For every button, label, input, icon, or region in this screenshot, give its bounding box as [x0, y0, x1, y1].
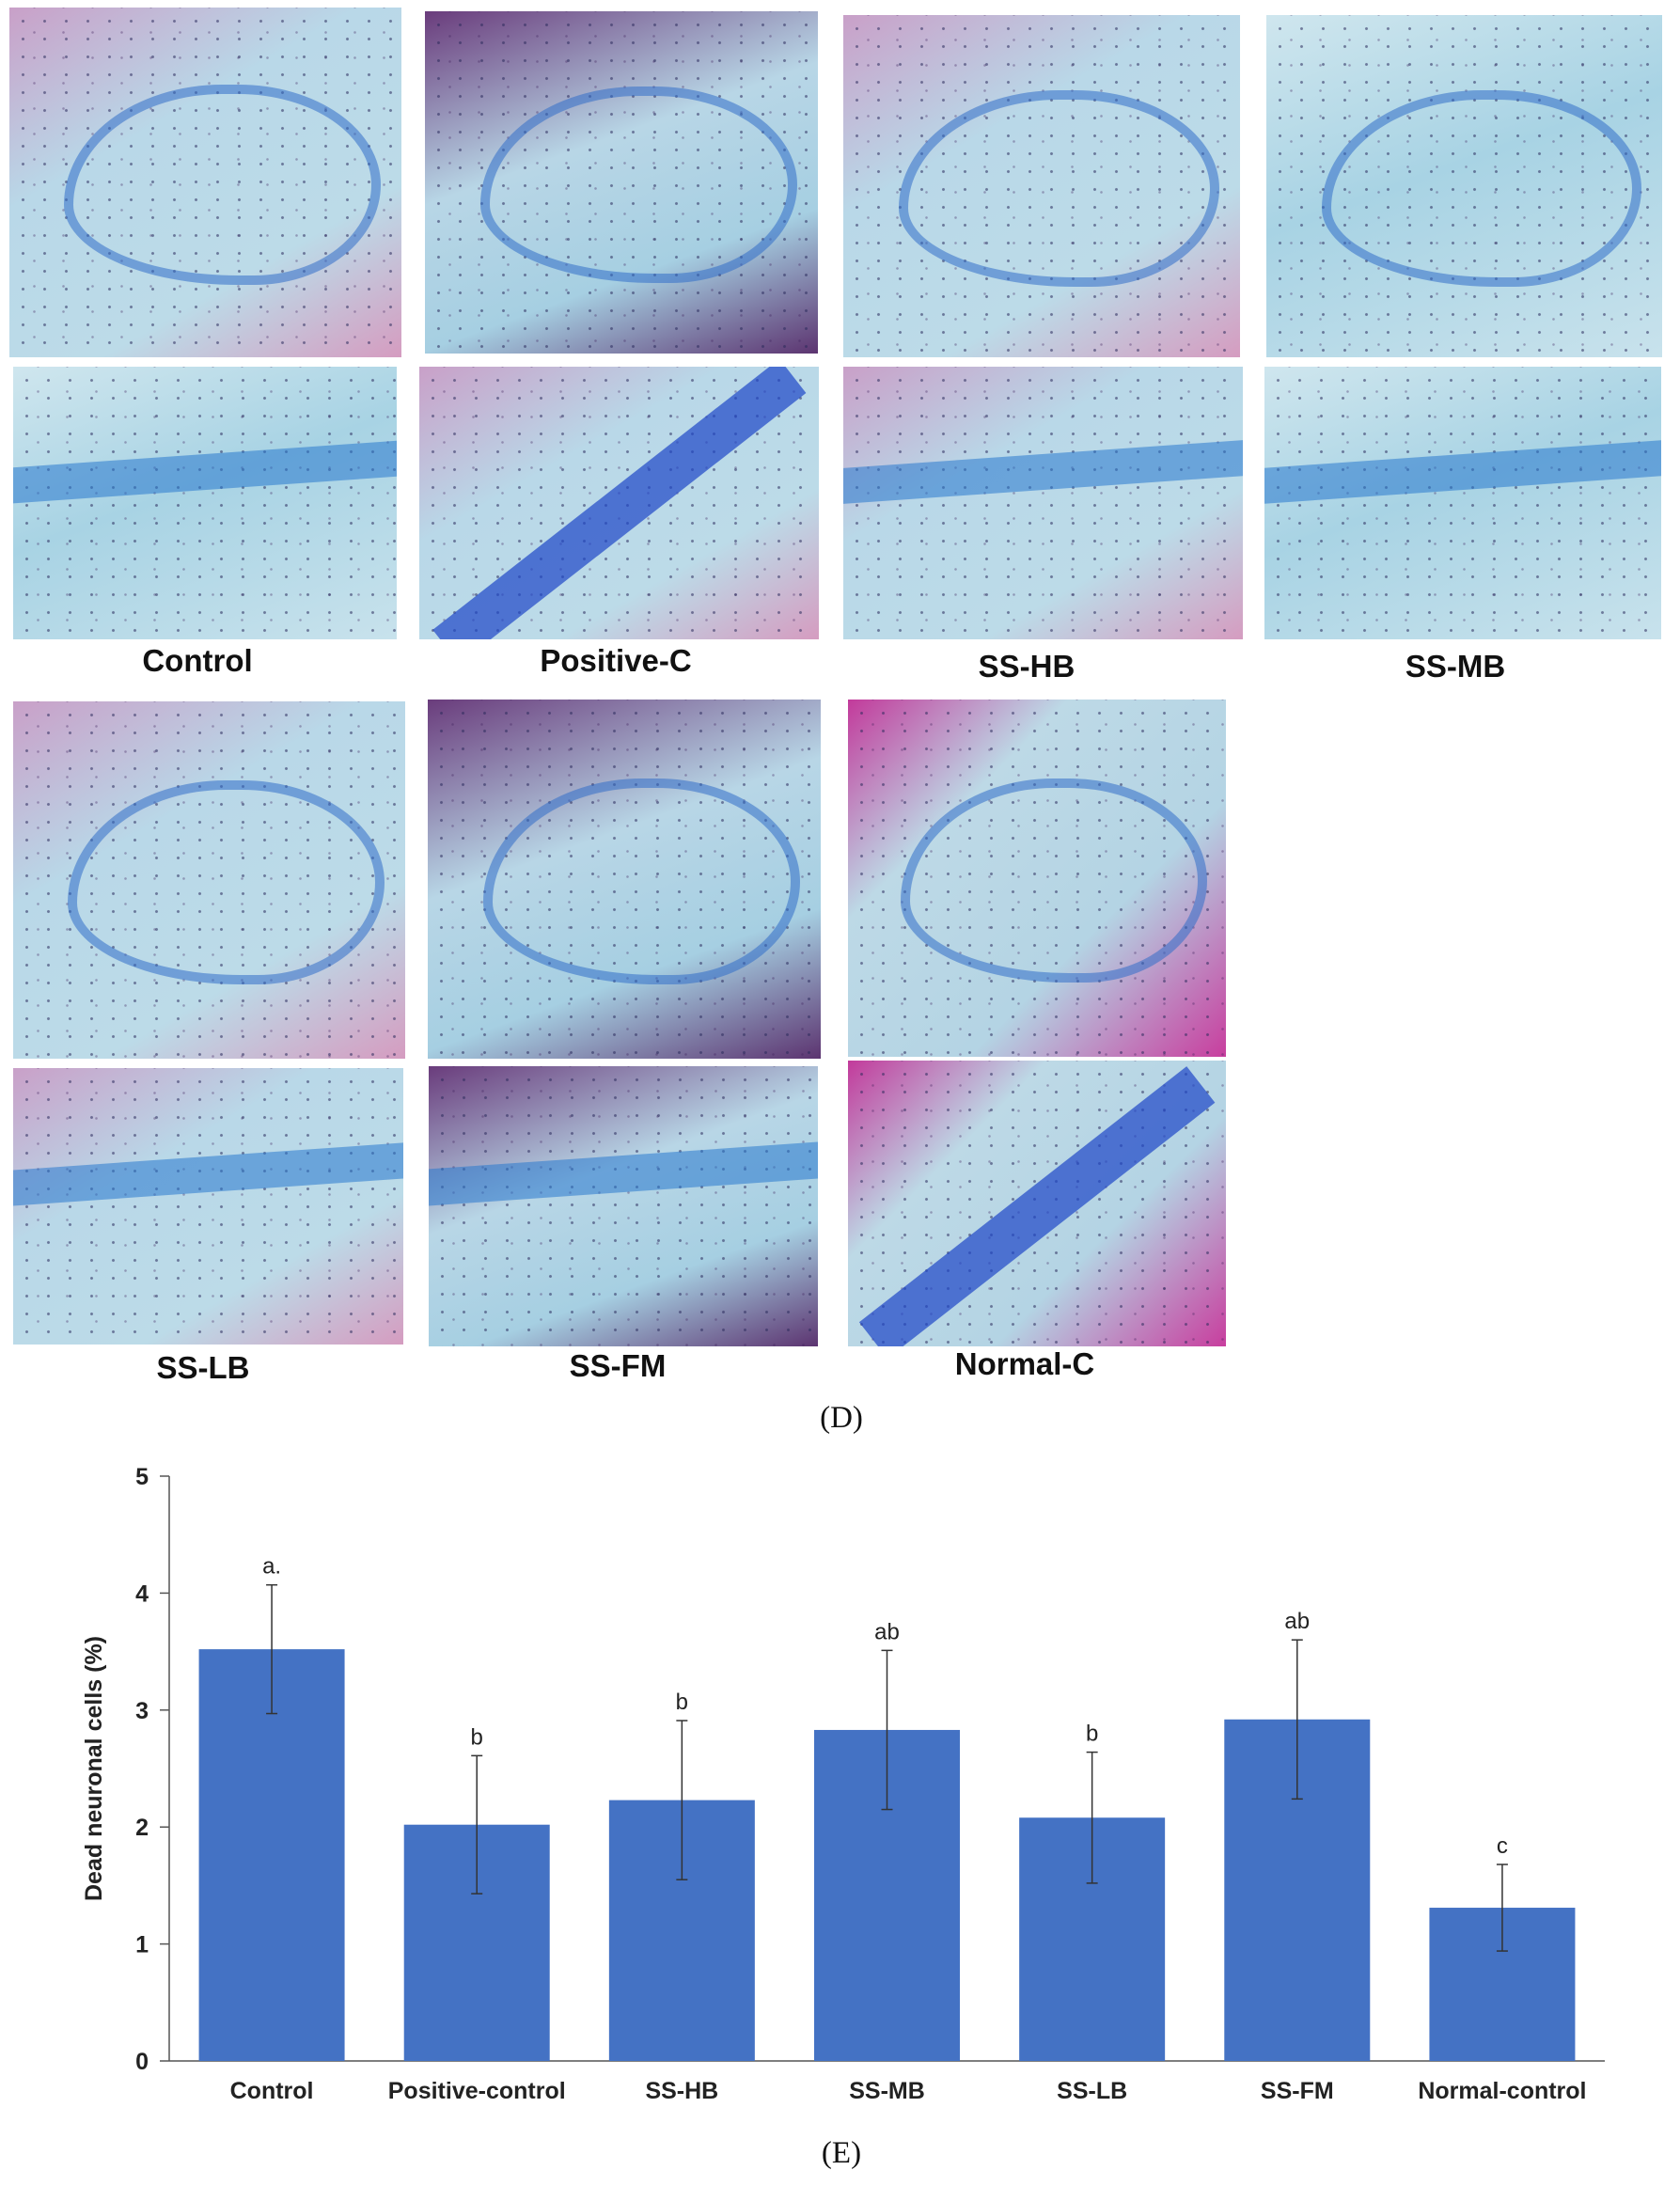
micrograph-ss-mb-overview	[1266, 15, 1662, 357]
micrograph-ss-hb-detail	[843, 367, 1243, 639]
micrograph-ss-lb-detail	[13, 1068, 403, 1345]
micrograph-normal-c-overview	[848, 700, 1226, 1057]
x-tick-label: Normal-control	[1418, 2078, 1586, 2104]
micrograph-ss-lb-overview	[13, 701, 405, 1059]
micrograph-ss-hb-overview	[843, 15, 1240, 357]
micrograph-positive-c-detail	[419, 367, 819, 639]
y-tick-label: 2	[135, 1815, 149, 1841]
x-tick-label: SS-MB	[849, 2078, 925, 2104]
significance-letter: a.	[262, 1554, 281, 1580]
label-positive-c: Positive-C	[540, 643, 692, 678]
micrograph-normal-c-detail	[848, 1061, 1226, 1346]
micrograph-control-overview	[9, 8, 401, 357]
y-tick-label: 0	[135, 2049, 149, 2075]
y-tick-label: 5	[135, 1464, 149, 1490]
x-tick-label: SS-LB	[1057, 2078, 1127, 2104]
x-tick-label: SS-HB	[645, 2078, 718, 2104]
x-tick-label: SS-FM	[1261, 2078, 1334, 2104]
micrograph-ss-fm-detail	[429, 1066, 818, 1346]
micrograph-ss-fm-overview	[428, 700, 821, 1059]
label-control: Control	[142, 643, 253, 678]
label-normal-c: Normal-C	[954, 1346, 1095, 1381]
label-ss-mb: SS-MB	[1405, 649, 1506, 684]
micrograph-positive-c-overview	[425, 11, 818, 354]
panel-d-caption: (D)	[820, 1401, 863, 1435]
dead-neuronal-cells-chart: 0 1 2 3 4 5 Dead neuronal cells (%) a. Control b P…	[81, 1464, 1605, 2104]
significance-letter: ab	[874, 1619, 900, 1644]
y-tick-label: 3	[135, 1698, 149, 1724]
y-tick-label: 1	[135, 1932, 149, 1958]
micrograph-ss-mb-detail	[1264, 367, 1661, 639]
significance-letter: c	[1497, 1833, 1508, 1859]
label-ss-hb: SS-HB	[978, 649, 1076, 684]
y-tick-label: 4	[135, 1581, 149, 1607]
micrograph-control-detail	[13, 367, 397, 639]
significance-letter: b	[1086, 1722, 1098, 1747]
label-ss-fm: SS-FM	[569, 1348, 667, 1383]
y-axis-title: Dead neuronal cells (%)	[81, 1636, 107, 1901]
significance-letter: b	[471, 1724, 483, 1750]
panel-e-caption: (E)	[821, 2136, 862, 2170]
significance-letter: b	[676, 1690, 688, 1715]
label-ss-lb: SS-LB	[156, 1350, 250, 1385]
bar	[198, 1649, 345, 2061]
significance-letter: ab	[1284, 1609, 1310, 1634]
x-tick-label: Control	[230, 2078, 314, 2104]
x-tick-label: Positive-control	[388, 2078, 566, 2104]
